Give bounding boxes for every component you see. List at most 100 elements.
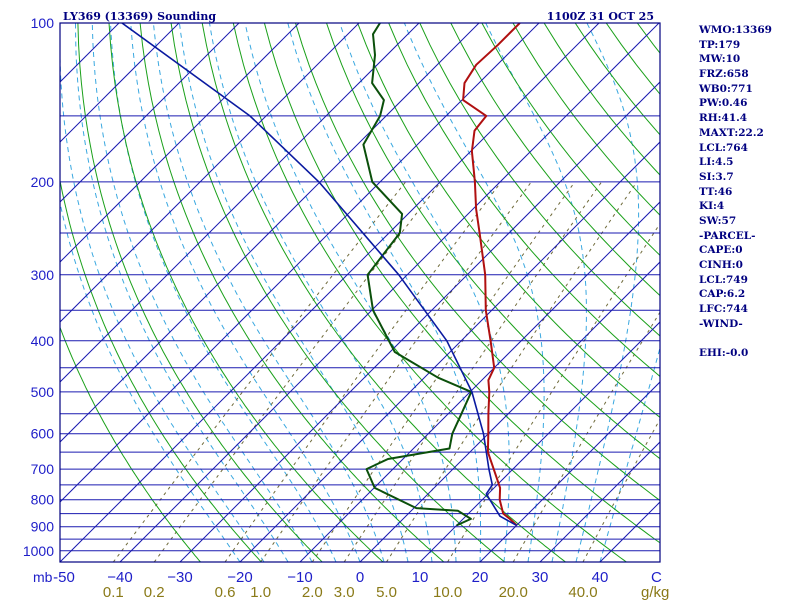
- temperature-tick-label: −40: [107, 569, 132, 586]
- chart-title: LY369 (13369) Sounding: [63, 10, 216, 23]
- sounding-index-item: RH:41.4: [699, 112, 748, 125]
- temperature-tick-label: −10: [287, 569, 312, 586]
- temperature-tick-label: 0: [356, 569, 364, 586]
- temperature-tick-label: 30: [532, 569, 549, 586]
- sounding-index-item: LI:4.5: [699, 156, 734, 169]
- mixing-ratio-tick-label: 40.0: [568, 584, 597, 600]
- dry-adiabat-120: [481, 23, 660, 257]
- mixing-ratio-tick-labels: 0.1 0.2 0.6 1.0 2.0 3.0 5.0 10.0 20.0 40.0: [103, 584, 598, 600]
- mixing-ratio-line-40: [582, 418, 660, 562]
- mixing-ratio-tick-label: 2.0: [302, 584, 323, 600]
- mixing-ratio-tick-label: 5.0: [376, 584, 397, 600]
- parcel-profile-line: [121, 23, 517, 527]
- isotherm--30: [179, 81, 660, 562]
- dry-adiabat-100: [419, 23, 660, 337]
- temperature-unit-label: C: [651, 569, 662, 586]
- sounding-index-item: MW:10: [699, 53, 741, 66]
- sounding-index-item: MAXT:22.2: [699, 126, 764, 139]
- sounding-index-item: -PARCEL-: [699, 229, 756, 242]
- isobars: [60, 23, 660, 562]
- moist-adiabat--12: [75, 23, 289, 562]
- mixing-ratio-tick-label: 0.1: [103, 584, 124, 600]
- dry-adiabat--30: [60, 325, 201, 562]
- isotherm--10: [299, 201, 660, 562]
- sounding-index-item: TP:179: [699, 38, 741, 51]
- sounding-index-item: EHI:-0.0: [699, 347, 749, 360]
- pressure-tick-label: 600: [31, 426, 55, 442]
- dry-adiabat-60: [295, 23, 660, 502]
- sounding-index-item: SW:57: [699, 214, 737, 227]
- pressure-tick-label: 700: [31, 461, 55, 477]
- moist-adiabat--8: [91, 23, 313, 562]
- dry-adiabat-90: [388, 23, 660, 378]
- mixing-ratio-tick-label: 1.0: [250, 584, 271, 600]
- moist-adiabat-20: [287, 23, 482, 562]
- sounding-index-item: CAP:6.2: [699, 288, 746, 301]
- pressure-tick-label: 400: [31, 333, 55, 349]
- dry-adiabat--20: [60, 177, 262, 562]
- pressure-tick-label: 500: [31, 384, 55, 400]
- valid-time: 1100Z 31 OCT 25: [547, 10, 654, 23]
- isotherm-10: [419, 321, 660, 562]
- temperature-tick-label: −20: [227, 569, 252, 586]
- sounding-index-item: LCL:749: [699, 273, 748, 286]
- sounding-index-item: WB0:771: [699, 82, 753, 95]
- mixing-ratio-line-0.6: [224, 181, 502, 562]
- mixing-ratio-lines: [112, 181, 660, 562]
- pressure-tick-label: 100: [31, 15, 55, 31]
- mixing-ratio-line-5: [386, 181, 638, 562]
- isotherm--50: [60, 23, 600, 562]
- moist-adiabat-40: [599, 345, 660, 562]
- sounding-index-item: SI:3.7: [699, 170, 734, 183]
- dry-adiabat-50: [263, 23, 660, 544]
- pressure-tick-label: 900: [31, 519, 55, 535]
- temperature-tick-label: 40: [592, 569, 609, 586]
- dewpoint-profile-line: [362, 23, 473, 527]
- temperature-tick-label: -50: [53, 569, 75, 586]
- mixing-ratio-tick-label: 0.6: [215, 584, 236, 600]
- isotherm--20: [239, 141, 660, 562]
- moist-adiabat-12: [209, 23, 433, 562]
- isotherm-30: [539, 441, 660, 562]
- sounding-index-item: -WIND-: [699, 317, 743, 330]
- mixing-ratio-line-3: [343, 181, 603, 562]
- moist-adiabat--4: [110, 23, 337, 562]
- mixing-ratio-tick-label: 20.0: [499, 584, 528, 600]
- sounding-indices-panel: WMO:13369 TP:179 MW:10 FRZ:658 WB0:771 PW:0.4…: [699, 23, 772, 361]
- temperature-tick-label: 10: [412, 569, 429, 586]
- isotherm-20: [479, 381, 660, 562]
- isotherm-0: [359, 261, 660, 562]
- isotherm--120: [60, 23, 180, 143]
- moist-adiabat--20: [60, 200, 241, 562]
- mixing-ratio-tick-label: 3.0: [334, 584, 355, 600]
- sounding-index-item: FRZ:658: [699, 68, 749, 81]
- temperature-tick-label: 20: [472, 569, 489, 586]
- moist-adiabat--16: [60, 23, 265, 562]
- isotherm--80: [60, 23, 420, 383]
- moist-adiabat-32: [485, 23, 587, 562]
- isotherms: [60, 23, 660, 562]
- mixing-ratio-tick-label: 0.2: [144, 584, 165, 600]
- isotherm--60: [60, 23, 540, 503]
- sounding-index-item: LFC:744: [699, 303, 748, 316]
- moist-adiabat-36: [575, 23, 640, 562]
- background-lines: [60, 23, 660, 562]
- sounding-index-item: KI:4: [699, 200, 725, 213]
- moist-adiabat-0: [130, 23, 361, 562]
- moist-adiabat-24: [339, 23, 510, 562]
- moist-adiabat-8: [178, 23, 409, 562]
- pressure-tick-label: 1000: [23, 543, 54, 559]
- profiles: [121, 23, 521, 527]
- isotherm--100: [60, 23, 300, 263]
- dry-adiabat-10: [139, 23, 445, 562]
- isotherm--70: [60, 23, 480, 443]
- dry-adiabats: [60, 23, 660, 562]
- temperature-tick-label: −30: [167, 569, 192, 586]
- sounding-index-item: PW:0.46: [699, 97, 748, 110]
- pressure-tick-label: 300: [31, 267, 55, 283]
- dry-adiabat-80: [357, 23, 660, 419]
- temperature-profile-line: [462, 23, 521, 527]
- sounding-index-item: LCL:764: [699, 141, 748, 154]
- pressure-tick-label: 200: [31, 174, 55, 190]
